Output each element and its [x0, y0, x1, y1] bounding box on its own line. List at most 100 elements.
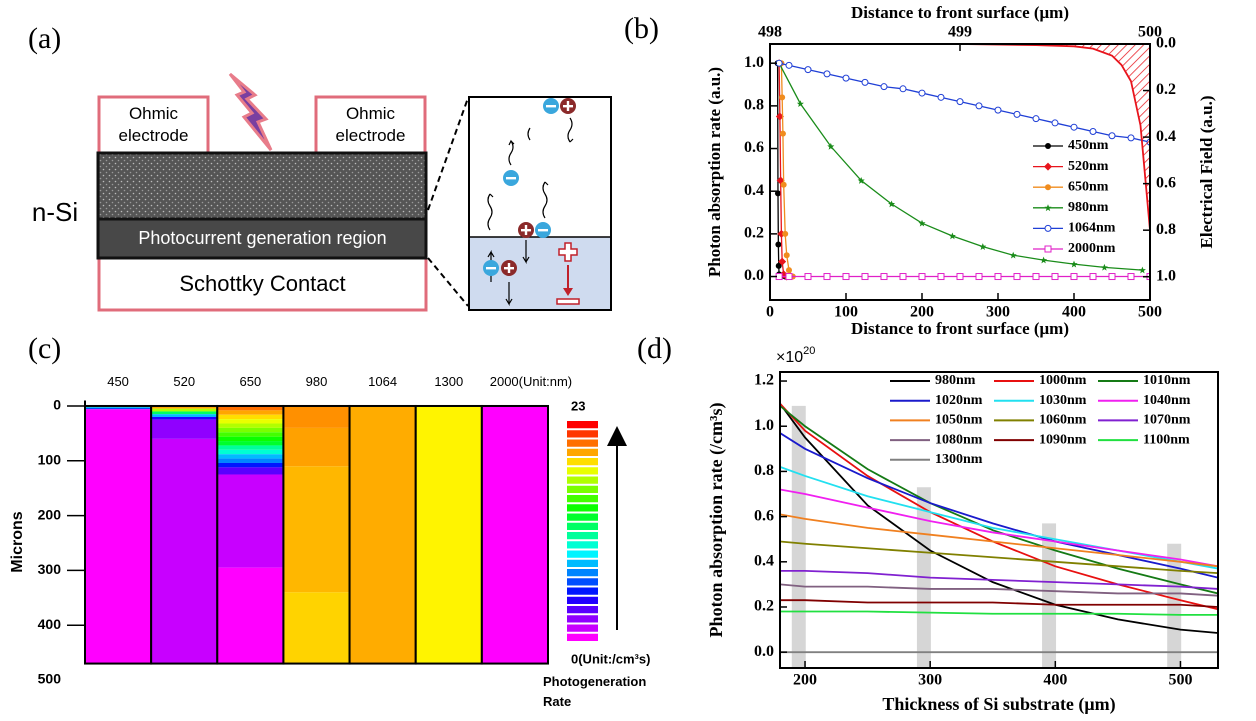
panel-label: (a) [28, 22, 62, 55]
colorbar-stripe [567, 633, 598, 641]
data-point [1051, 273, 1059, 281]
zoom-line [427, 97, 469, 211]
data-point [1127, 134, 1135, 142]
region-label: Photocurrent generation region [138, 227, 387, 248]
heat-cell [85, 407, 152, 410]
data-point [842, 74, 850, 82]
y-axis-label: Photon absorption rate (a.u.) [705, 67, 724, 277]
heat-cell [283, 427, 350, 467]
heat-cell [151, 419, 218, 439]
heat-cell [481, 405, 548, 664]
tick-label: 400 [1062, 304, 1086, 321]
legend-label: 520nm [1068, 159, 1109, 174]
legend-label: 1020nm [935, 393, 983, 408]
column-label: 2000(Unit:nm) [490, 374, 572, 389]
data-point [1089, 273, 1097, 281]
inset-box [468, 96, 612, 311]
data-point [994, 106, 1002, 114]
carriers [483, 98, 580, 305]
legend-label: 1050nm [935, 413, 983, 428]
tick-label: 0.0 [1156, 35, 1176, 52]
tick-label: 0.0 [754, 643, 774, 660]
data-point [827, 142, 835, 150]
heat-cell [217, 567, 284, 664]
colorbar-stripe [567, 439, 598, 447]
data-point [1070, 123, 1078, 131]
y-axis-label: Photon absorption rate (/cm³s) [706, 403, 727, 638]
plot-area [780, 403, 1218, 668]
x2-axis-label: Distance to front surface (μm) [851, 3, 1069, 22]
series-line [780, 466, 1218, 570]
colorbar-stripe [567, 522, 598, 530]
y2-axis-label: Electrical Field (a.u.) [1197, 96, 1216, 249]
heat-cell [217, 462, 284, 468]
legend-marker [1044, 204, 1052, 212]
series-line [780, 403, 1218, 634]
data-point [1089, 127, 1097, 135]
tick-label: 0.2 [744, 225, 764, 242]
data-point [1108, 273, 1116, 281]
data-point [899, 273, 907, 281]
heat-cell [151, 416, 218, 420]
series-line [780, 513, 1218, 568]
x-axis-label: Thickness of Si substrate (μm) [882, 694, 1115, 715]
legend-label: 1064nm [1068, 221, 1116, 236]
data-point [779, 130, 786, 137]
tick-label: 200 [38, 506, 62, 522]
data-point [937, 93, 945, 101]
heat-cell [85, 409, 152, 664]
colorbar-label: Photogeneration Rate [543, 674, 647, 709]
tick-label: 0.2 [1156, 81, 1176, 98]
data-point [1138, 266, 1146, 274]
heat-cell [217, 405, 284, 411]
data-point [823, 70, 831, 78]
data-point [956, 98, 964, 106]
tick-label: 0.0 [744, 267, 764, 284]
tick-label: 500 [1138, 304, 1162, 321]
heat-cell [217, 454, 284, 459]
data-point [778, 257, 787, 266]
legend-label: 650nm [1068, 179, 1109, 194]
data-point [880, 83, 888, 91]
tick-label: 500 [1168, 672, 1192, 689]
legend-label: 1040nm [1143, 393, 1191, 408]
colorbar-stripe [567, 596, 598, 604]
heat-cell [151, 408, 218, 412]
column-label: 1300 [434, 374, 463, 389]
legend-marker [1044, 245, 1052, 253]
data-point [1100, 263, 1108, 271]
tick-label: 400 [38, 616, 62, 632]
legend-marker [1045, 143, 1051, 149]
data-point [842, 273, 850, 281]
colorbar-stripe [567, 587, 598, 595]
bar [791, 405, 806, 668]
colorbar-stripe [567, 513, 598, 521]
material-label: n-Si [31, 196, 79, 227]
heat-cell [217, 445, 284, 450]
multiplier-exponent: 20 [803, 345, 815, 357]
colorbar-tick-label: 23 [571, 398, 585, 413]
data-point [796, 100, 804, 108]
tick-label: 0.6 [1156, 174, 1176, 191]
heat-cell [217, 449, 284, 455]
column-label: 520 [173, 374, 195, 389]
data-point [785, 273, 793, 281]
heat-cell [283, 405, 350, 428]
data-point [994, 273, 1002, 281]
panel-label: (d) [637, 332, 672, 365]
tick-label: 300 [986, 304, 1010, 321]
tick-label: 0.4 [754, 552, 774, 569]
data-point [1040, 256, 1048, 264]
colorbar-stripe [567, 458, 598, 466]
data-point [975, 273, 983, 281]
data-point [861, 78, 869, 86]
tick-label: 300 [38, 561, 62, 577]
light-bolt [228, 72, 273, 151]
legend-label: 1300nm [935, 452, 983, 467]
axis-multiplier: ×1020 [776, 345, 815, 366]
data-point [861, 273, 869, 281]
tick-label: 0.8 [1156, 221, 1176, 238]
data-point [782, 230, 789, 237]
legend-label: 1010nm [1143, 373, 1191, 388]
tick-label: 0.8 [754, 462, 774, 479]
